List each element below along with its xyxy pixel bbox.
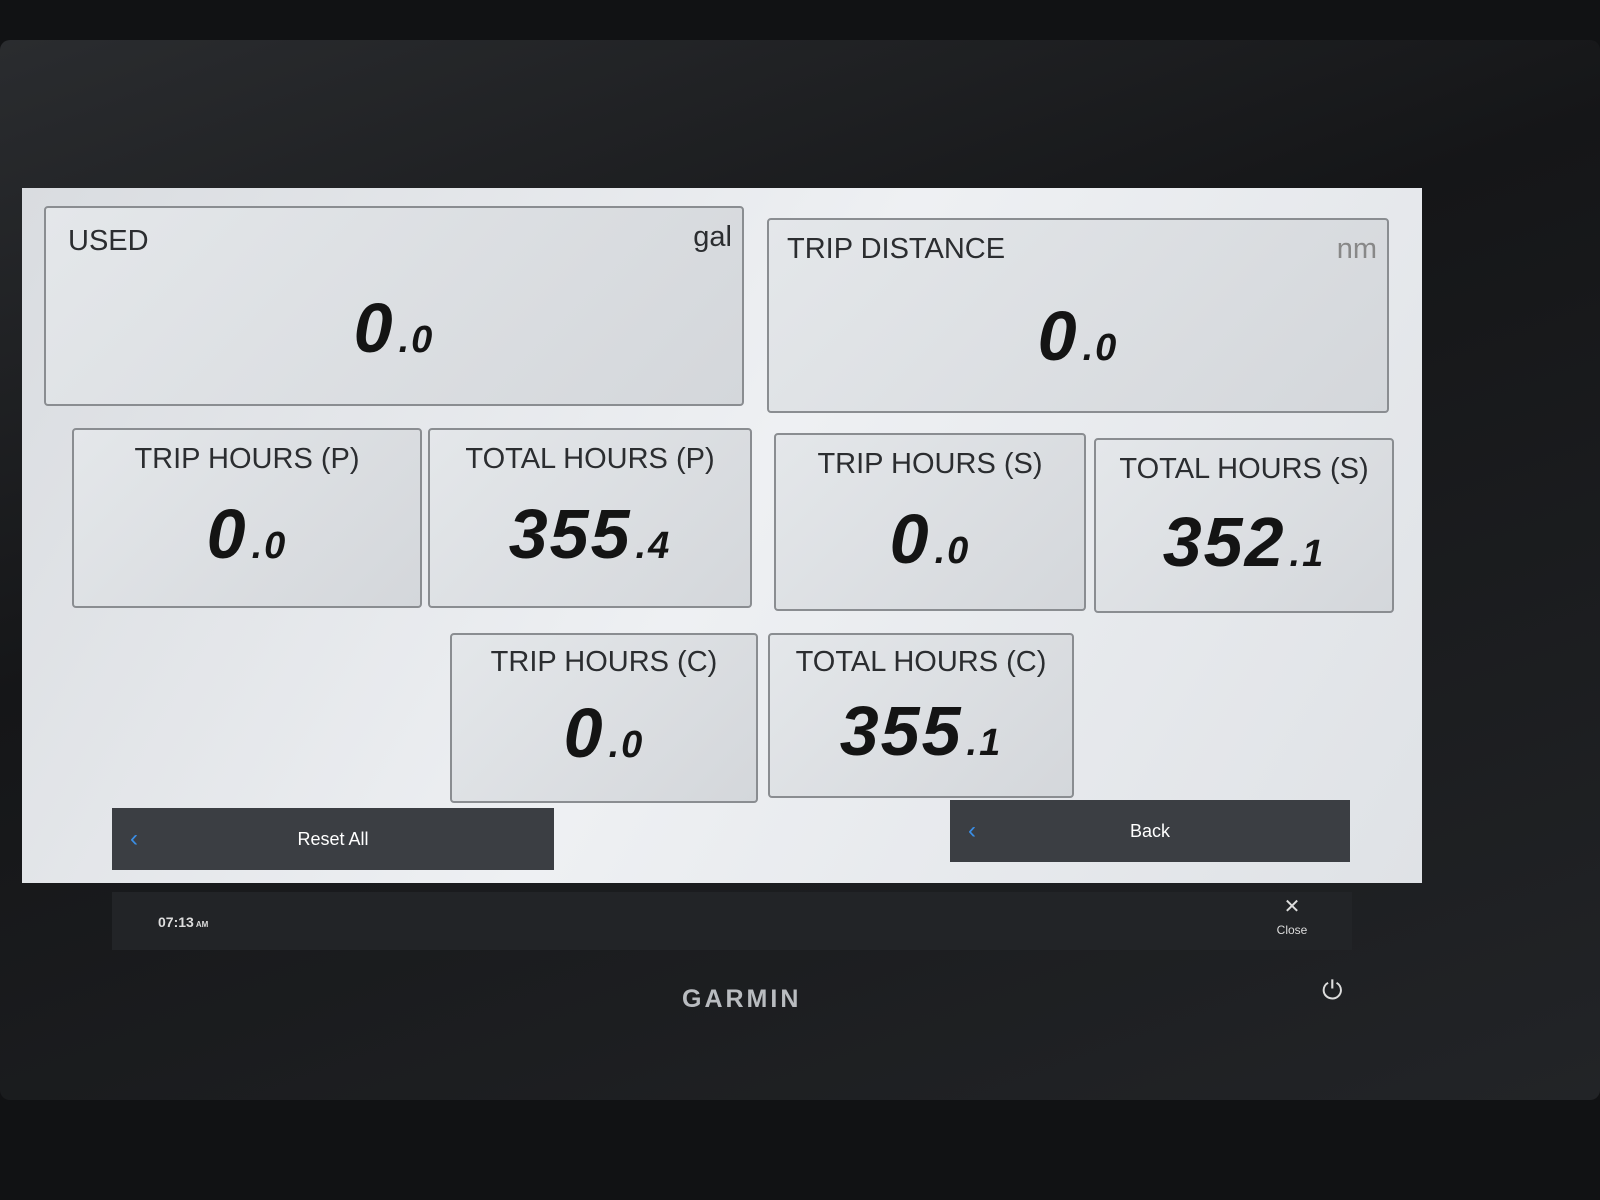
tile-label: USED [68, 225, 149, 257]
tile-label: TRIP HOURS (P) [134, 443, 360, 475]
close-icon: ✕ [1283, 896, 1301, 918]
clock: 07:13 AM [158, 914, 209, 930]
status-bar: 07:13 AM ✕ Close [112, 892, 1352, 950]
tile-label: TOTAL HOURS (C) [795, 646, 1047, 678]
tile-trip-distance[interactable]: TRIP DISTANCE nm 0.0 [767, 218, 1389, 413]
screen: USED gal 0.0 TRIP DISTANCE nm 0.0 TRIP H… [22, 188, 1422, 883]
tile-label: TOTAL HOURS (P) [465, 443, 715, 475]
tile-value: 352.1 [1162, 503, 1326, 581]
tile-value: 355.1 [839, 692, 1003, 770]
power-icon[interactable]: ⏻ [1322, 975, 1343, 1005]
tile-unit: gal [693, 221, 732, 253]
tile-total-hours-s[interactable]: TOTAL HOURS (S) 352.1 [1094, 438, 1394, 613]
tile-label: TOTAL HOURS (S) [1119, 453, 1369, 485]
chevron-left-icon: ‹ [130, 825, 138, 852]
tile-value: 0.0 [206, 495, 288, 573]
tile-value: 0.0 [353, 289, 435, 367]
chevron-left-icon: ‹ [968, 817, 976, 844]
tile-label: TRIP DISTANCE [787, 233, 1006, 265]
tile-value: 355.4 [508, 495, 672, 573]
tile-label: TRIP HOURS (C) [490, 646, 718, 678]
close-button[interactable]: ✕ Close [1262, 896, 1322, 938]
tile-unit: nm [1336, 233, 1377, 265]
back-button[interactable]: ‹ Back [950, 800, 1350, 862]
tile-value: 0.0 [1037, 297, 1119, 375]
tile-trip-hours-c[interactable]: TRIP HOURS (C) 0.0 [450, 633, 758, 803]
tile-value: 0.0 [889, 500, 971, 578]
reset-all-button[interactable]: ‹ Reset All [112, 808, 554, 870]
tile-label: TRIP HOURS (S) [817, 448, 1043, 480]
reset-all-label: Reset All [297, 828, 369, 849]
garmin-logo: GARMIN [682, 985, 802, 1013]
tile-total-hours-c[interactable]: TOTAL HOURS (C) 355.1 [768, 633, 1074, 798]
close-label: Close [1276, 923, 1308, 937]
tile-trip-hours-s[interactable]: TRIP HOURS (S) 0.0 [774, 433, 1086, 611]
tile-total-hours-p[interactable]: TOTAL HOURS (P) 355.4 [428, 428, 752, 608]
tile-used[interactable]: USED gal 0.0 [44, 206, 744, 406]
tile-value: 0.0 [563, 694, 645, 772]
tile-trip-hours-p[interactable]: TRIP HOURS (P) 0.0 [72, 428, 422, 608]
back-label: Back [1129, 820, 1171, 841]
